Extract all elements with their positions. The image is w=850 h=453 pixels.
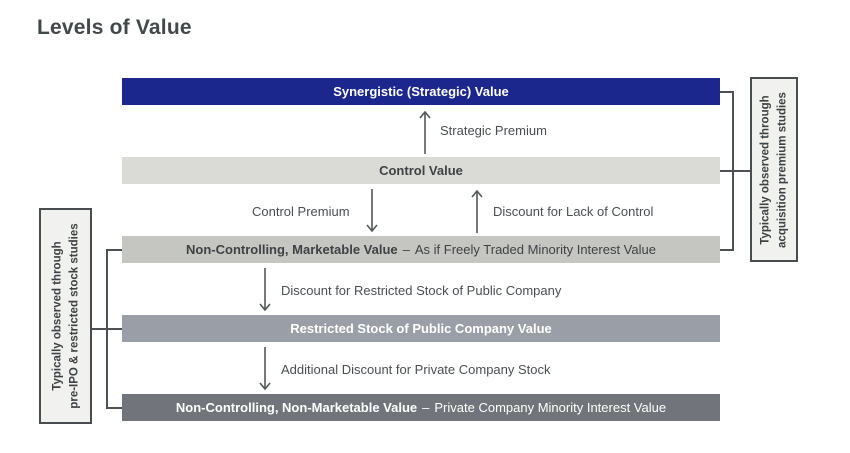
bracket-line: [720, 248, 734, 251]
note-line: acquisition premium studies: [776, 91, 788, 248]
note-pre-ipo-restricted-stock-studies: Typically observed through pre-IPO & res…: [39, 208, 92, 424]
down-arrow-icon: [365, 188, 379, 234]
note-rotated-text: Typically observed through acquisition p…: [757, 92, 790, 248]
up-arrow-icon: [418, 109, 432, 155]
note-rotated-text: Typically observed through pre-IPO & res…: [49, 223, 82, 408]
bracket-line: [732, 90, 734, 251]
label-discount-lack-of-control: Discount for Lack of Control: [493, 204, 654, 219]
up-arrow-icon: [470, 188, 484, 234]
bar-noncontrolling-nonmarketable-label: Non-Controlling, Non-Marketable Value: [175, 400, 418, 415]
bracket-line: [106, 248, 122, 251]
bracket-line: [106, 248, 108, 409]
bar-noncontrolling-nonmarketable-sublabel: Private Company Minority Interest Value: [434, 400, 667, 415]
label-strategic-premium: Strategic Premium: [440, 123, 547, 138]
bracket-line: [720, 90, 734, 93]
bar-noncontrolling-marketable-value: Non-Controlling, Marketable Value – As i…: [122, 236, 720, 263]
bar-restricted-stock-label: Restricted Stock of Public Company Value: [290, 321, 552, 336]
down-arrow-icon: [258, 267, 272, 313]
dash-separator: –: [422, 400, 430, 415]
bar-noncontrolling-nonmarketable-value: Non-Controlling, Non-Marketable Value – …: [122, 394, 720, 421]
bar-noncontrolling-marketable-label: Non-Controlling, Marketable Value: [186, 242, 398, 257]
page-title: Levels of Value: [37, 16, 192, 39]
note-line: Typically observed through: [50, 241, 63, 391]
bar-restricted-stock-value: Restricted Stock of Public Company Value: [122, 315, 720, 342]
down-arrow-icon: [258, 346, 272, 392]
bar-noncontrolling-marketable-sublabel: As if Freely Traded Minority Interest Va…: [414, 242, 656, 257]
bracket-line: [720, 169, 750, 172]
bar-control-value: Control Value: [122, 157, 720, 184]
bracket-line: [106, 406, 122, 409]
bar-control-label: Control Value: [379, 163, 463, 178]
note-line: pre-IPO & restricted stock studies: [67, 223, 80, 409]
bar-synergistic-label: Synergistic (Strategic) Value: [333, 84, 509, 99]
dash-separator: –: [402, 242, 410, 257]
note-line: Typically observed through: [759, 94, 772, 245]
label-additional-discount-private: Additional Discount for Private Company …: [281, 362, 551, 377]
label-control-premium: Control Premium: [252, 204, 350, 219]
label-discount-restricted-stock: Discount for Restricted Stock of Public …: [281, 283, 562, 298]
bar-synergistic-value: Synergistic (Strategic) Value: [122, 78, 720, 105]
note-acquisition-premium-studies: Typically observed through acquisition p…: [750, 77, 798, 262]
